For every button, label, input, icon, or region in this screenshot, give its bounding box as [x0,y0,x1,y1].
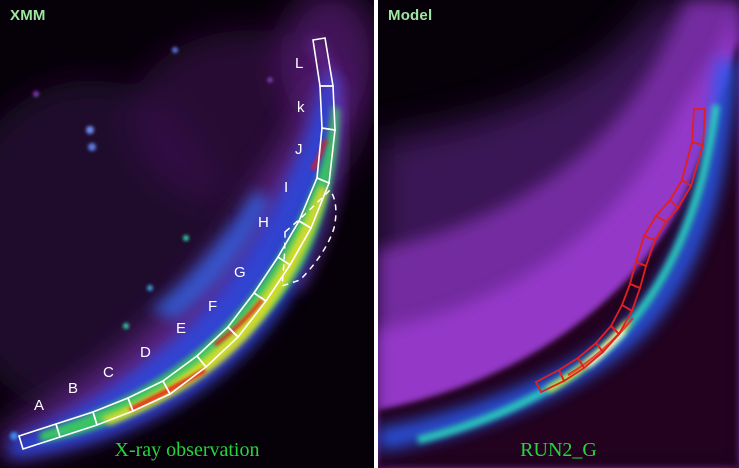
region-label-j: J [295,141,303,158]
xmm-image: A B C D E F G H I J k L [0,0,374,468]
region-label-b: B [68,380,78,397]
caption-run: RUN2_G [378,439,739,462]
region-label-h: H [258,214,269,231]
xmm-observation-panel: A B C D E F G H I J k L XMM X-ray observ… [0,0,374,468]
model-image [378,0,739,468]
region-label-f: F [208,298,217,315]
region-label-d: D [140,344,151,361]
panel-label-xmm: XMM [10,7,46,24]
region-label-e: E [176,320,186,337]
panel-label-model: Model [388,7,432,24]
region-label-g: G [234,264,246,281]
model-panel: Model RUN2_G [378,0,739,468]
region-label-c: C [103,364,114,381]
region-label-k: k [297,99,305,116]
region-label-a: A [34,397,44,414]
region-label-l: L [295,55,303,72]
region-label-i: I [284,179,288,196]
caption-observation: X-ray observation [0,439,374,462]
